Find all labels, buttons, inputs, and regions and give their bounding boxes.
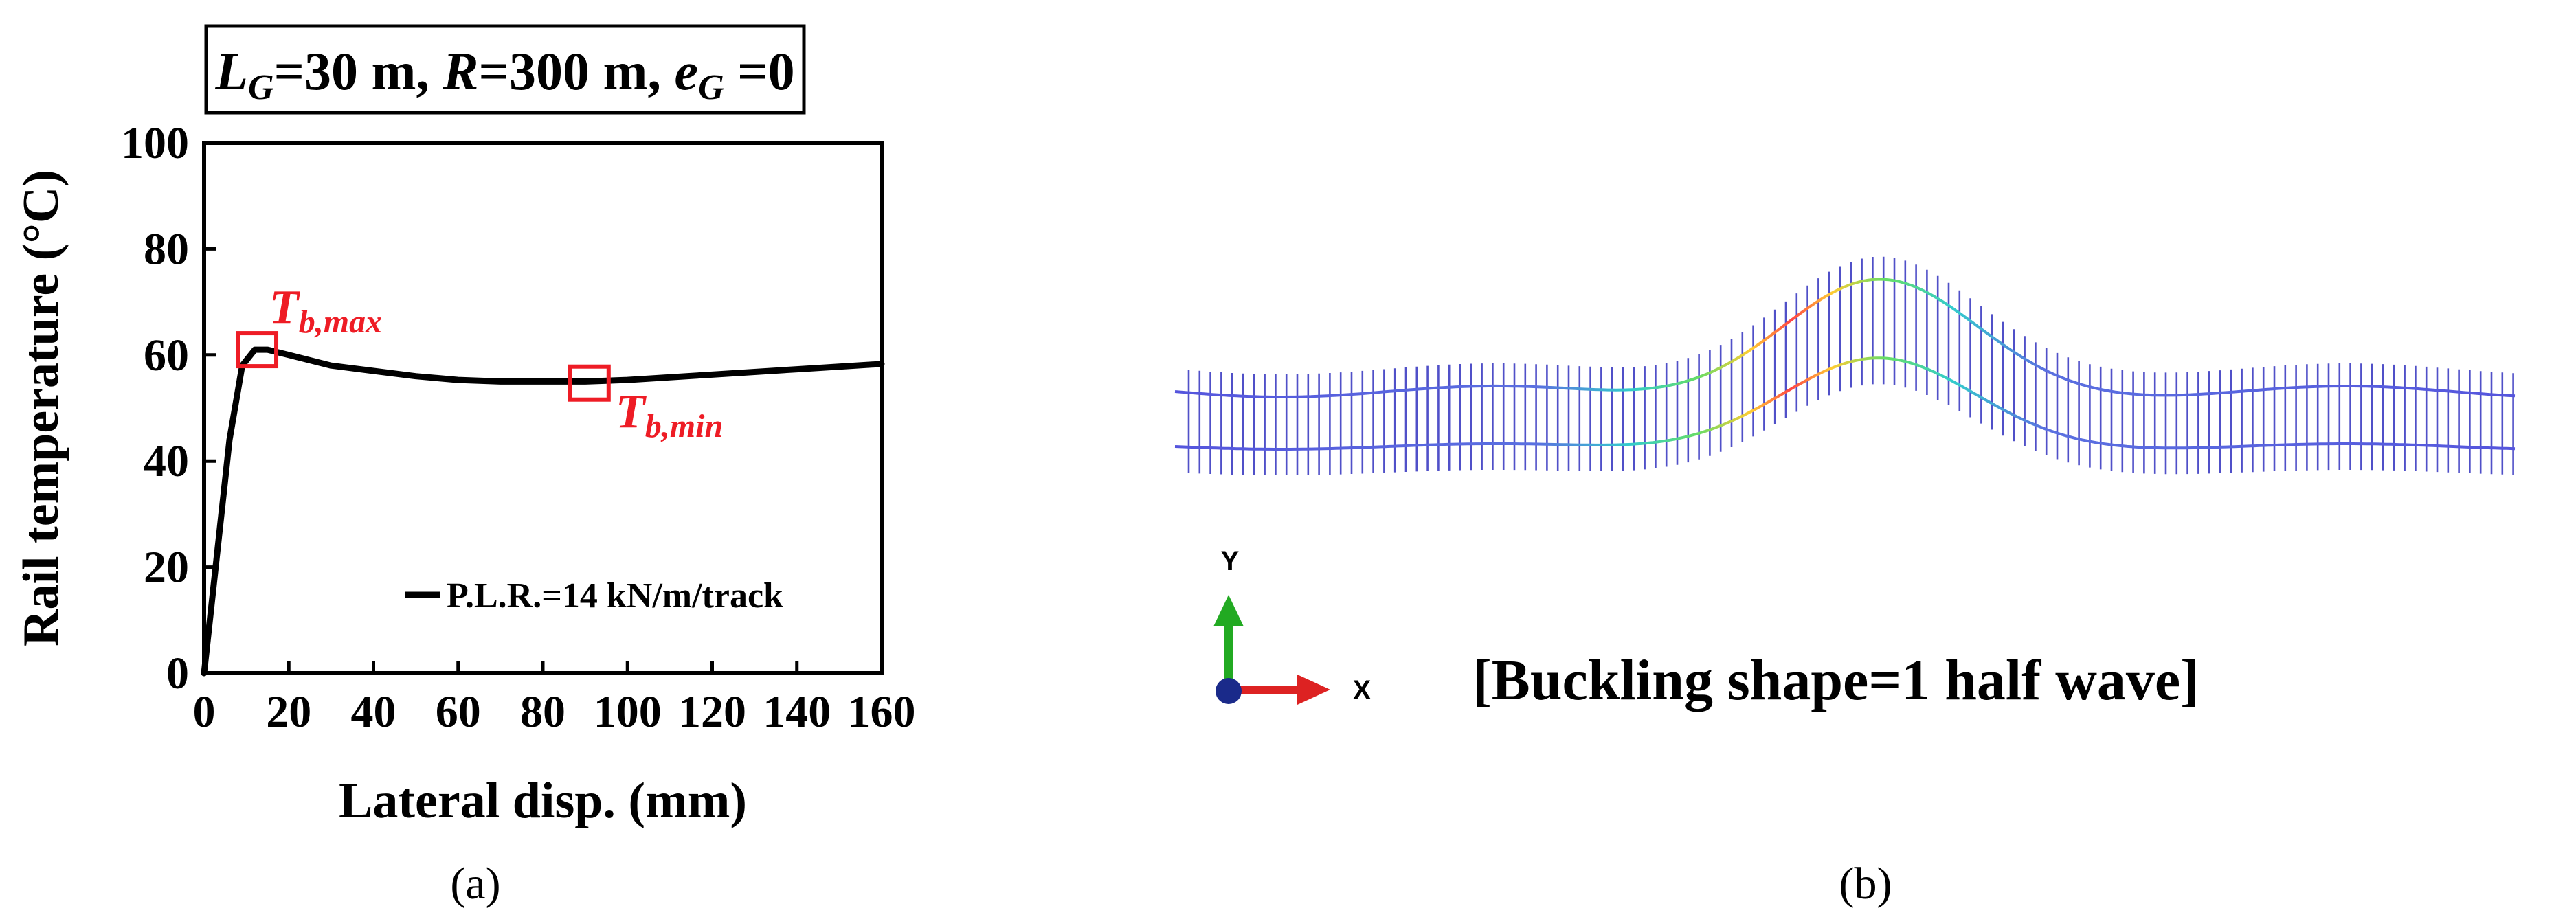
panel-a: LG=30 m, R=300 m, eG =0 0 20 40 60 80 100 120 1… [13, 24, 916, 909]
x-tick-label: 0 [193, 687, 216, 737]
x-tick-label: 80 [520, 687, 565, 737]
y-tick-label: 60 [144, 330, 189, 381]
x-axis-label: Lateral disp. (mm) [339, 773, 747, 829]
annotation-tb-min: Tb,min [616, 385, 723, 444]
x-arrow-head [1297, 675, 1330, 705]
rail-upper [1174, 278, 2516, 398]
parameter-box [204, 24, 806, 115]
y-tick-label: 80 [144, 224, 189, 274]
y-arrow-head [1213, 595, 1244, 626]
axis-triad: Y X [1213, 546, 1371, 705]
x-tick-label: 120 [678, 687, 746, 737]
x-tick-label: 100 [594, 687, 662, 737]
y-tick-label: 100 [121, 118, 189, 168]
caption-b: (b) [1839, 859, 1892, 909]
tick-labels: 0 20 40 60 80 100 120 140 160 0 20 40 60 80 100 [121, 118, 916, 737]
y-axis-label: Rail temperature (°C) [13, 170, 69, 646]
buckling-title: [Buckling shape=1 half wave] [1472, 648, 2199, 712]
x-tick-label: 20 [266, 687, 311, 737]
triad-x-label: X [1353, 675, 1371, 705]
x-tick-label: 60 [436, 687, 481, 737]
rail-lower [1174, 356, 2516, 451]
triad-y-label: Y [1221, 546, 1240, 576]
x-tick-label: 160 [848, 687, 916, 737]
panel-b: Y X [Buckling shape=1 half wave] (b) [1174, 256, 2516, 909]
y-tick-label: 0 [166, 648, 189, 699]
y-tick-label: 20 [144, 543, 189, 593]
x-tick-label: 40 [351, 687, 396, 737]
series-line-plr [201, 346, 885, 677]
track-sleepers [1187, 256, 2514, 475]
legend-label: P.L.R.=14 kN/m/track [447, 576, 783, 615]
parameter-text: LG=30 m, R=300 m, eG =0 [214, 41, 794, 107]
y-tick-label: 40 [144, 436, 189, 486]
marker-tb-max [236, 331, 279, 369]
caption-a: (a) [450, 859, 500, 909]
marker-tb-min [568, 364, 611, 402]
x-tick-label: 140 [763, 687, 831, 737]
annotation-tb-max: Tb,max [269, 281, 382, 340]
origin-icon [1216, 678, 1242, 704]
